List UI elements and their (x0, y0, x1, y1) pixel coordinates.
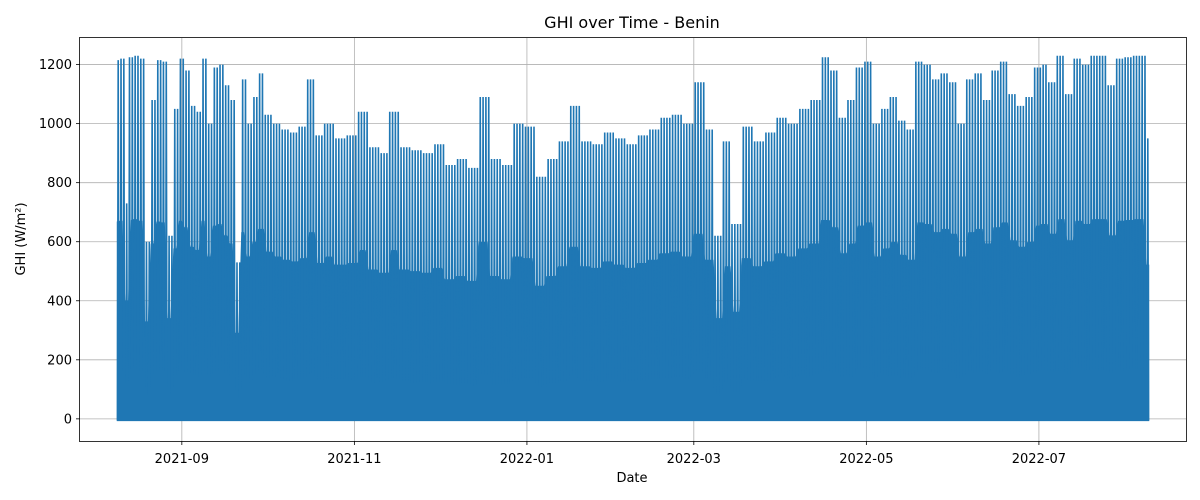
x-tick-label: 2021-09 (155, 452, 209, 467)
y-axis-label: GHI (W/m²) (14, 202, 29, 275)
x-tick-label: 2022-05 (839, 452, 893, 467)
x-tick-label: 2022-03 (667, 452, 721, 467)
x-axis-ticks: 2021-09 2021-11 2022-01 2022-03 2022-05 2022-… (155, 441, 1066, 467)
y-tick-label: 200 (47, 353, 72, 368)
y-tick-label: 1000 (39, 117, 72, 132)
y-tick-label: 800 (47, 176, 72, 191)
chart-title: GHI over Time - Benin (544, 13, 720, 32)
y-tick-label: 0 (64, 412, 72, 427)
x-tick-label: 2022-07 (1012, 452, 1066, 467)
y-tick-label: 400 (47, 294, 72, 309)
series-line (116, 55, 1150, 422)
y-tick-label: 1200 (39, 58, 72, 73)
x-axis-label: Date (616, 471, 647, 486)
x-tick-label: 2021-11 (327, 452, 381, 467)
x-tick-label: 2022-01 (500, 452, 554, 467)
series-ghi-line (116, 55, 1150, 422)
y-axis-ticks: 0 200 400 600 800 1000 1200 (39, 58, 80, 427)
plot-frame (79, 37, 1187, 442)
y-tick-label: 600 (47, 235, 72, 250)
